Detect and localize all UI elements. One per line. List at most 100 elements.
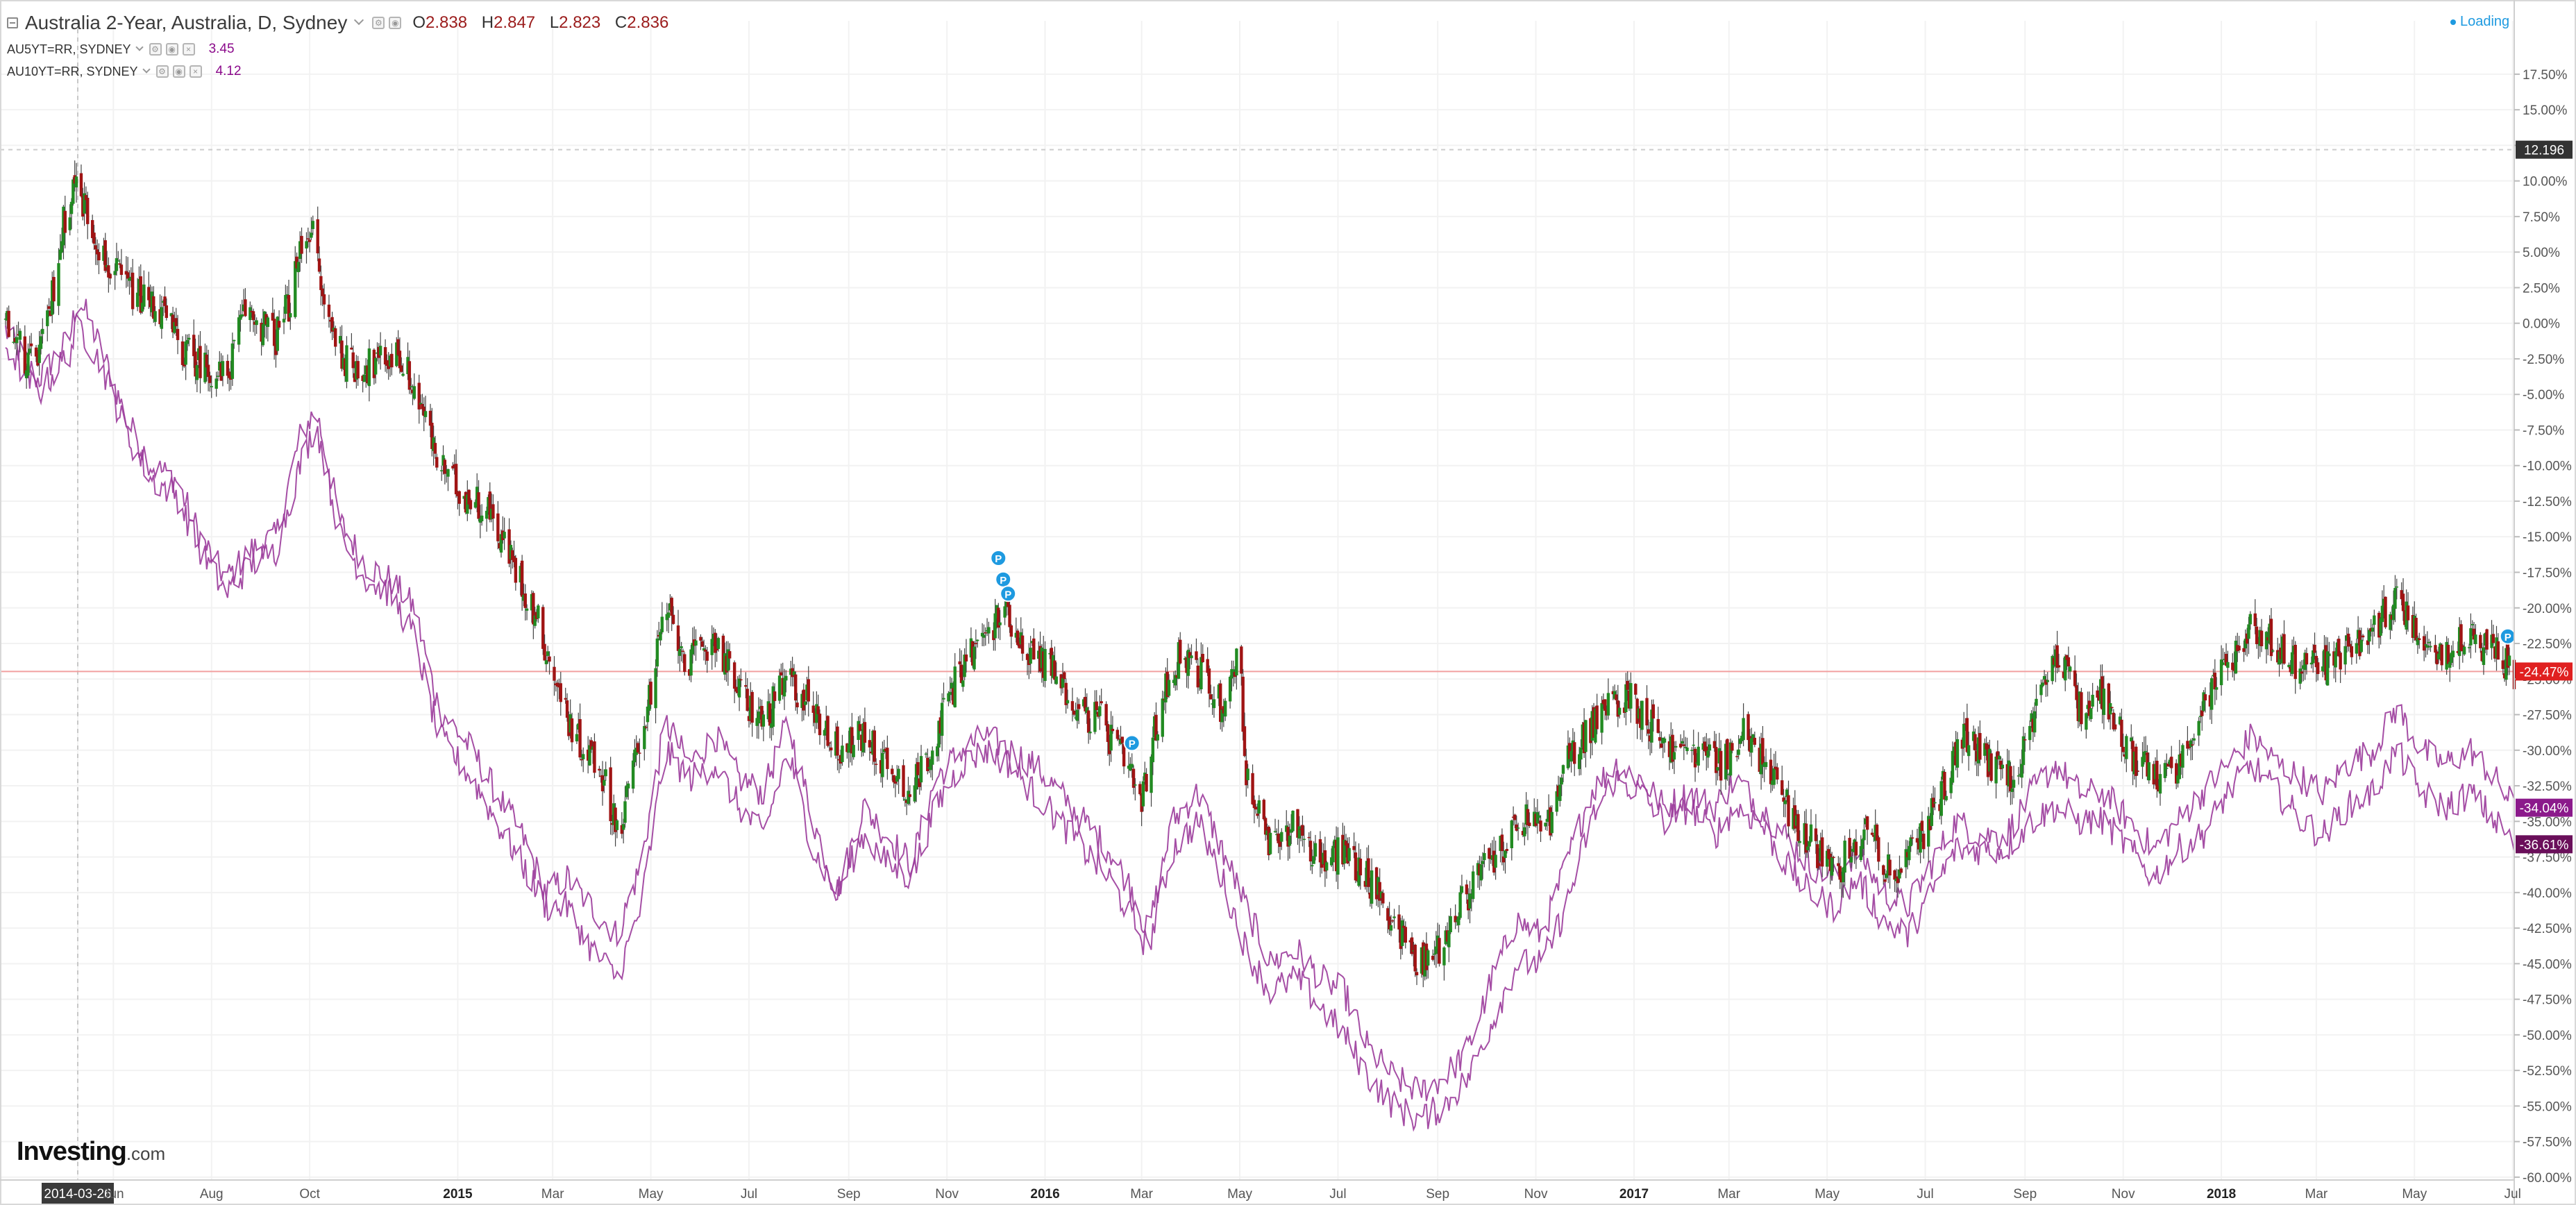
candle[interactable] bbox=[2247, 616, 2250, 655]
candle[interactable] bbox=[1433, 941, 1436, 966]
candle[interactable] bbox=[1854, 829, 1858, 869]
candle[interactable] bbox=[2121, 733, 2125, 757]
candle[interactable] bbox=[2490, 620, 2493, 660]
candle[interactable] bbox=[546, 646, 550, 664]
candle[interactable] bbox=[1014, 617, 1018, 643]
candle[interactable] bbox=[1084, 688, 1087, 715]
candle[interactable] bbox=[1571, 727, 1575, 761]
candle[interactable] bbox=[29, 332, 33, 357]
candle[interactable] bbox=[1188, 648, 1192, 670]
candle[interactable] bbox=[1141, 776, 1145, 812]
candle[interactable] bbox=[931, 746, 934, 781]
candle[interactable] bbox=[1235, 648, 1238, 690]
candle[interactable] bbox=[1162, 691, 1166, 711]
candle[interactable] bbox=[316, 206, 319, 262]
candle[interactable] bbox=[739, 668, 743, 687]
candle[interactable] bbox=[2186, 726, 2189, 756]
candle[interactable] bbox=[963, 648, 966, 681]
candle[interactable] bbox=[2377, 611, 2381, 649]
candle[interactable] bbox=[1556, 775, 1560, 800]
candle[interactable] bbox=[2021, 726, 2026, 774]
candle[interactable] bbox=[1535, 799, 1540, 834]
candle[interactable] bbox=[1877, 835, 1880, 870]
candle[interactable] bbox=[548, 651, 551, 675]
candle[interactable] bbox=[1131, 765, 1136, 795]
candle[interactable] bbox=[457, 490, 461, 516]
candle[interactable] bbox=[180, 336, 185, 371]
candle[interactable] bbox=[232, 339, 236, 349]
candle[interactable] bbox=[1043, 641, 1047, 688]
candle[interactable] bbox=[1467, 888, 1470, 920]
candle[interactable] bbox=[1590, 705, 1594, 756]
candle[interactable] bbox=[2130, 724, 2133, 750]
candle[interactable] bbox=[1989, 750, 1993, 783]
candle[interactable] bbox=[676, 609, 680, 664]
candle[interactable] bbox=[818, 709, 822, 745]
candle[interactable] bbox=[2132, 751, 2137, 780]
candle[interactable] bbox=[1119, 725, 1122, 745]
candle[interactable] bbox=[1772, 753, 1776, 789]
candle[interactable] bbox=[1904, 839, 1908, 879]
candle[interactable] bbox=[1054, 662, 1058, 685]
candle[interactable] bbox=[2345, 627, 2349, 653]
candle[interactable] bbox=[1308, 831, 1313, 871]
candle[interactable] bbox=[1241, 668, 1245, 741]
candle[interactable] bbox=[1167, 674, 1171, 698]
candle[interactable] bbox=[1796, 809, 1800, 847]
candle[interactable] bbox=[2066, 646, 2071, 679]
candle[interactable] bbox=[891, 765, 894, 781]
candle[interactable] bbox=[1600, 696, 1603, 745]
candle[interactable] bbox=[1629, 672, 1633, 723]
candle[interactable] bbox=[850, 713, 854, 766]
candle[interactable] bbox=[1569, 743, 1573, 773]
candle[interactable] bbox=[683, 652, 687, 676]
candle[interactable] bbox=[2448, 654, 2452, 682]
candle[interactable] bbox=[1814, 814, 1818, 854]
candle[interactable] bbox=[1354, 841, 1358, 884]
candle[interactable] bbox=[577, 712, 580, 733]
candle[interactable] bbox=[732, 660, 736, 704]
candle[interactable] bbox=[559, 671, 562, 716]
candle[interactable] bbox=[1837, 856, 1840, 874]
candle[interactable] bbox=[2136, 760, 2139, 776]
candle[interactable] bbox=[2209, 676, 2214, 725]
candle[interactable] bbox=[2062, 657, 2066, 680]
candle[interactable] bbox=[1201, 644, 1204, 663]
candle[interactable] bbox=[1212, 686, 1216, 718]
candle[interactable] bbox=[1731, 740, 1734, 754]
candle[interactable] bbox=[1997, 751, 2001, 766]
candle[interactable] bbox=[165, 298, 169, 321]
candle[interactable] bbox=[364, 357, 368, 388]
candle[interactable] bbox=[1488, 847, 1491, 871]
candle[interactable] bbox=[1320, 842, 1324, 874]
candle[interactable] bbox=[2451, 641, 2455, 667]
candle[interactable] bbox=[1793, 790, 1796, 834]
candle[interactable] bbox=[929, 756, 933, 778]
candle[interactable] bbox=[973, 641, 976, 672]
candle[interactable] bbox=[1061, 663, 1065, 693]
candle[interactable] bbox=[2120, 708, 2123, 762]
candle[interactable] bbox=[1116, 727, 1120, 741]
candle[interactable] bbox=[2212, 668, 2215, 677]
candle[interactable] bbox=[1458, 885, 1462, 920]
candle[interactable] bbox=[1792, 798, 1795, 831]
settings-icon[interactable]: ⚙ bbox=[372, 17, 385, 29]
candle[interactable] bbox=[770, 709, 773, 741]
candle[interactable] bbox=[614, 802, 617, 847]
candle[interactable] bbox=[2480, 643, 2484, 662]
candle[interactable] bbox=[2255, 618, 2259, 649]
candle[interactable] bbox=[1207, 665, 1211, 707]
candle[interactable] bbox=[1374, 866, 1379, 906]
candle[interactable] bbox=[210, 375, 213, 398]
candle[interactable] bbox=[385, 354, 389, 373]
candle[interactable] bbox=[1019, 617, 1022, 650]
candle[interactable] bbox=[1152, 712, 1156, 741]
candle[interactable] bbox=[1296, 809, 1299, 845]
candle[interactable] bbox=[2144, 736, 2148, 755]
candle[interactable] bbox=[1703, 736, 1707, 752]
candle[interactable] bbox=[1848, 829, 1851, 863]
candle[interactable] bbox=[340, 325, 344, 372]
candle[interactable] bbox=[81, 187, 85, 221]
candle[interactable] bbox=[1808, 836, 1811, 852]
candle[interactable] bbox=[1075, 697, 1079, 729]
